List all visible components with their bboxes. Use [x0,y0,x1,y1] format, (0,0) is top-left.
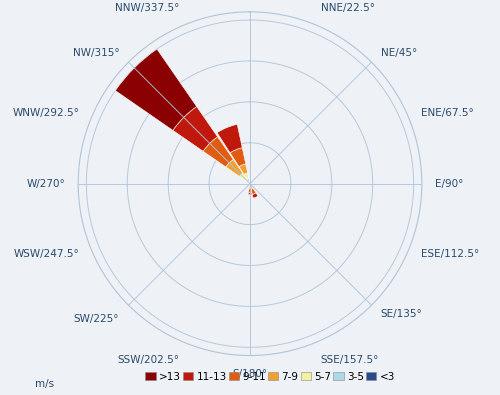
Text: NNW/337.5°: NNW/337.5° [115,3,179,13]
Text: ESE/112.5°: ESE/112.5° [421,249,479,260]
Bar [248,182,250,184]
Bar [239,164,248,175]
Bar [116,49,196,130]
Bar [244,173,249,179]
Bar [246,179,249,182]
Bar [250,184,251,186]
Bar [251,188,256,194]
Text: WNW/292.5°: WNW/292.5° [12,108,79,118]
Bar [230,148,246,167]
Bar [240,173,247,181]
Bar [217,124,242,153]
Text: SSW/202.5°: SSW/202.5° [117,355,179,365]
Text: ENE/67.5°: ENE/67.5° [421,108,474,118]
Text: NW/315°: NW/315° [72,48,119,58]
Text: NE/45°: NE/45° [381,48,417,58]
Bar [249,184,251,188]
Bar [226,160,242,176]
Bar [173,107,218,151]
Bar [250,185,253,189]
Text: S/180°: S/180° [232,369,268,378]
Text: WSW/247.5°: WSW/247.5° [14,249,79,260]
Bar [252,193,258,198]
Bar [247,178,250,182]
Bar [248,188,252,193]
Bar [249,182,250,184]
Legend: >13, 11-13, 9-11, 7-9, 5-7, 3-5, <3: >13, 11-13, 9-11, 7-9, 5-7, 3-5, <3 [141,367,399,386]
Text: NNE/22.5°: NNE/22.5° [321,3,375,13]
Text: m/s: m/s [35,379,54,389]
Bar [203,137,234,167]
Text: E/90°: E/90° [435,179,464,189]
Text: SE/135°: SE/135° [381,309,422,320]
Bar [248,193,252,195]
Text: SSE/157.5°: SSE/157.5° [321,355,379,365]
Text: SW/225°: SW/225° [74,314,119,324]
Text: W/270°: W/270° [26,179,65,189]
